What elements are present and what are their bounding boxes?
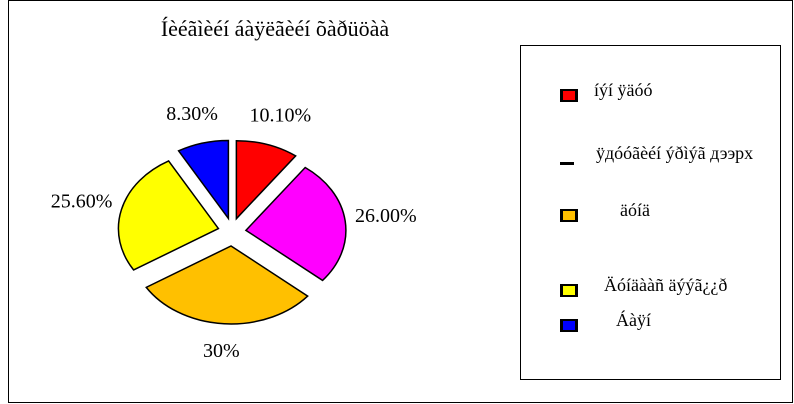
legend-label: íýí ÿäóó [594, 80, 653, 100]
legend-marker [560, 162, 574, 165]
legend-marker [560, 319, 578, 332]
data-label: 8.30% [166, 103, 218, 125]
pie-slice [177, 139, 230, 221]
chart-border [8, 0, 793, 403]
legend-label: Äóíäààñ äýýã¿¿ð [604, 275, 728, 295]
pie-slice [244, 166, 347, 282]
data-label: 30% [203, 340, 240, 362]
legend-label: ÿдóóãèéí ýðìýã дээрх [596, 143, 754, 163]
chart-title: Íèéãìèéí áàÿëãèéí õàðüöàà [160, 16, 390, 41]
legend-label: äóíä [620, 200, 650, 220]
pie-slice [145, 245, 309, 325]
data-label: 25.60% [51, 190, 113, 212]
pie-slice [235, 139, 297, 221]
legend-marker [560, 209, 578, 222]
data-label: 10.10% [250, 105, 312, 127]
legend-label: Áàÿí [616, 310, 651, 330]
legend-marker [560, 284, 578, 297]
data-label: 26.00% [355, 205, 417, 227]
pie-slice [117, 160, 220, 271]
legend-marker [560, 89, 578, 102]
